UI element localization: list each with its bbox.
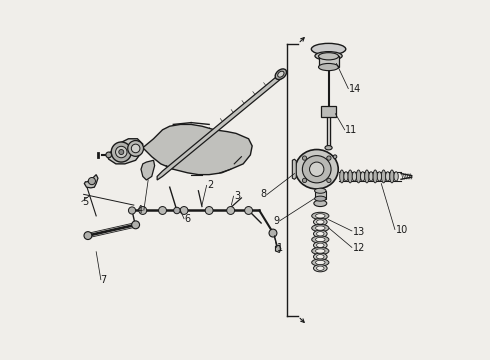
Ellipse shape [316,249,325,253]
Polygon shape [275,245,281,252]
Polygon shape [141,160,155,180]
Ellipse shape [315,51,342,60]
Ellipse shape [340,170,344,183]
Ellipse shape [84,231,92,239]
Ellipse shape [302,156,331,183]
Ellipse shape [317,220,324,224]
Ellipse shape [327,156,331,160]
Text: 8: 8 [260,189,267,199]
Text: 1: 1 [277,243,283,253]
Ellipse shape [314,265,327,272]
Ellipse shape [278,71,284,77]
Ellipse shape [348,170,352,183]
Polygon shape [157,72,285,180]
Ellipse shape [310,162,324,176]
Bar [318,56,339,67]
Ellipse shape [352,172,357,181]
Ellipse shape [245,207,252,215]
Ellipse shape [128,140,144,156]
Ellipse shape [302,178,307,183]
Ellipse shape [390,170,394,183]
Ellipse shape [139,207,147,215]
Ellipse shape [361,172,365,181]
Ellipse shape [318,63,339,71]
Ellipse shape [131,144,140,153]
Ellipse shape [317,255,324,259]
Text: 4: 4 [137,206,143,216]
Ellipse shape [325,145,332,150]
Ellipse shape [314,253,327,260]
Text: 12: 12 [353,243,365,253]
Ellipse shape [132,221,140,229]
Ellipse shape [106,152,112,158]
Ellipse shape [227,207,235,215]
Ellipse shape [316,260,325,265]
Polygon shape [293,159,296,179]
Text: 5: 5 [82,197,88,207]
Ellipse shape [316,226,325,230]
Text: 14: 14 [349,84,361,94]
Ellipse shape [180,207,188,215]
Ellipse shape [173,207,180,214]
Text: 9: 9 [273,216,279,226]
Text: 2: 2 [207,180,214,190]
Ellipse shape [88,177,96,185]
Ellipse shape [312,225,329,231]
Ellipse shape [369,172,373,181]
Bar [320,107,337,117]
Ellipse shape [317,266,324,270]
Ellipse shape [314,230,327,237]
Ellipse shape [314,242,327,249]
Ellipse shape [269,229,277,237]
Ellipse shape [373,170,377,183]
Ellipse shape [111,142,131,162]
Text: 11: 11 [345,125,358,135]
Ellipse shape [312,247,329,255]
Text: 3: 3 [234,191,241,201]
Ellipse shape [317,243,324,247]
Ellipse shape [394,172,398,181]
Ellipse shape [317,231,324,236]
Ellipse shape [377,172,382,181]
Polygon shape [107,139,143,164]
Ellipse shape [116,146,127,158]
Ellipse shape [205,207,213,215]
Ellipse shape [365,170,369,183]
Ellipse shape [344,172,348,181]
Text: 7: 7 [100,275,106,285]
Ellipse shape [275,69,287,80]
Text: 6: 6 [184,215,190,224]
Ellipse shape [312,259,329,266]
Ellipse shape [315,188,326,193]
Polygon shape [143,125,252,175]
Ellipse shape [314,219,327,226]
Ellipse shape [356,170,361,183]
Ellipse shape [386,172,390,181]
Text: 10: 10 [395,225,408,235]
Ellipse shape [312,212,329,220]
Ellipse shape [159,207,167,215]
Ellipse shape [311,43,346,55]
Ellipse shape [333,155,337,158]
Ellipse shape [327,178,331,183]
Bar [315,191,326,199]
Ellipse shape [295,149,338,189]
Ellipse shape [381,170,386,183]
Ellipse shape [128,207,136,214]
Ellipse shape [312,236,329,243]
Ellipse shape [315,196,326,201]
Ellipse shape [314,200,327,207]
Ellipse shape [119,149,124,154]
Ellipse shape [316,237,325,242]
Polygon shape [84,175,98,188]
Ellipse shape [318,53,339,60]
Ellipse shape [302,156,307,160]
Text: 13: 13 [353,227,365,237]
Ellipse shape [316,214,325,218]
